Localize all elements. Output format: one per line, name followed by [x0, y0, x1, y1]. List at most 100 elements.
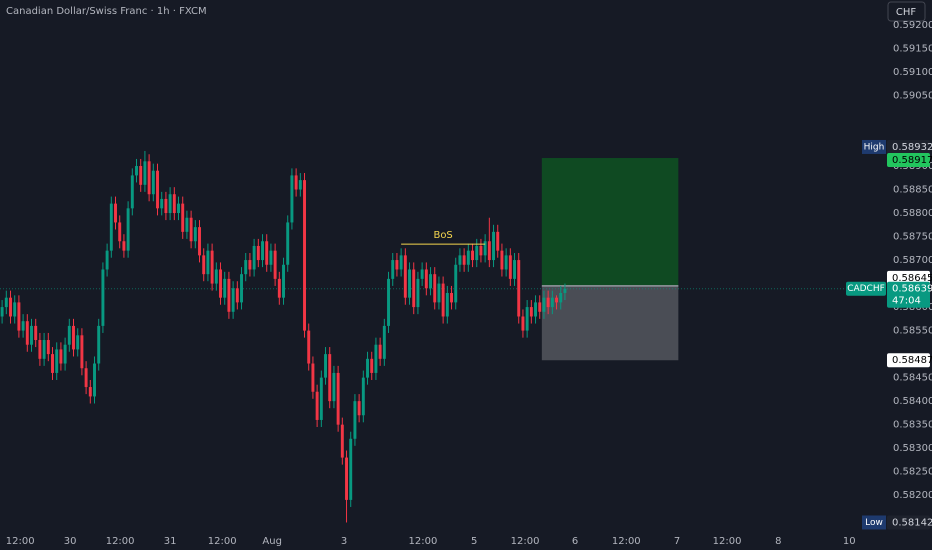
x-tick-label: 7: [674, 536, 680, 547]
candle-body: [147, 161, 151, 195]
target-zone: [541, 158, 679, 286]
candle-body: [206, 250, 210, 275]
candle-body: [168, 194, 172, 214]
countdown-label: 47:04: [892, 296, 921, 307]
candle-body: [424, 269, 428, 289]
x-tick-label: 12:00: [106, 536, 135, 547]
x-tick-label: 12:00: [511, 536, 540, 547]
candle-body: [433, 274, 437, 303]
candle-body: [0, 307, 4, 317]
low-tag: [862, 515, 886, 530]
candle-body: [382, 325, 386, 359]
candle-body: [46, 340, 50, 355]
y-tick-label: 0.59100: [893, 67, 932, 78]
candle-body: [72, 325, 75, 350]
entry-badge: [887, 270, 930, 285]
candle-body: [458, 255, 462, 265]
candle-body: [466, 250, 470, 265]
candle-body: [126, 208, 130, 251]
chart-title: Canadian Dollar/Swiss Franc · 1h · FXCM: [6, 6, 207, 17]
y-tick-label: 0.58850: [893, 185, 932, 196]
candle-body: [391, 260, 395, 279]
x-tick-label: 30: [64, 536, 77, 547]
candle-body: [462, 255, 466, 265]
candle-body: [353, 401, 357, 439]
candle-body: [235, 288, 239, 303]
y-tick-label: 0.58800: [893, 208, 932, 219]
candle-body: [550, 297, 554, 308]
x-tick-label: 8: [775, 536, 781, 547]
candle-body: [345, 457, 348, 500]
candle-body: [328, 354, 332, 402]
candle-body: [13, 302, 17, 317]
candle-body: [324, 354, 327, 378]
candle-body: [193, 227, 197, 242]
candle-body: [336, 372, 340, 425]
candle-body: [319, 377, 323, 420]
candle-body: [9, 297, 12, 317]
last-price-badge: [887, 281, 930, 308]
candle-body: [25, 321, 29, 345]
y-tick-label: 0.58250: [893, 467, 932, 478]
candle-body: [408, 269, 411, 298]
candle-body: [349, 438, 353, 500]
candle-body: [445, 292, 449, 317]
candle-body: [156, 170, 159, 209]
high-badge: [887, 139, 930, 154]
low-tag-label: Low: [865, 518, 883, 528]
currency-label[interactable]: CHF: [896, 7, 917, 18]
candle-body: [51, 354, 54, 373]
currency-button[interactable]: [887, 1, 926, 22]
candle-body: [63, 344, 67, 364]
candle-body: [109, 203, 113, 251]
candle-body: [151, 170, 155, 195]
candle-body: [265, 241, 269, 265]
candle-body: [55, 349, 59, 373]
candle-body: [244, 260, 248, 275]
candle-body: [399, 255, 403, 270]
candle-body: [307, 330, 311, 364]
candle-body: [76, 335, 80, 350]
candle-body: [546, 297, 550, 308]
candle-body: [534, 302, 538, 317]
candle-body: [130, 175, 134, 209]
candle-body: [38, 340, 42, 359]
candle-body: [416, 278, 420, 308]
target-badge: [887, 153, 930, 168]
candle-body: [114, 203, 117, 223]
candle-body: [172, 194, 176, 214]
symbol-tag-label: CADCHF: [847, 284, 885, 294]
x-tick-label: 5: [471, 536, 477, 547]
y-tick-label: 0.59200: [893, 20, 932, 31]
candle-body: [273, 250, 277, 279]
y-tick-label: 0.58550: [893, 326, 932, 337]
candle-body: [525, 307, 529, 331]
x-tick-label: 12:00: [208, 536, 237, 547]
y-tick-label: 0.59150: [893, 43, 932, 54]
candle-body: [450, 292, 454, 303]
low-badge: [887, 515, 930, 530]
candle-body: [370, 358, 374, 373]
candle-body: [475, 245, 479, 261]
candle-body: [214, 269, 218, 284]
y-tick-label: 0.58450: [893, 373, 932, 384]
candle-body: [542, 297, 546, 312]
candle-body: [513, 260, 517, 279]
x-tick-label: 12:00: [6, 536, 35, 547]
candle-body: [357, 401, 361, 416]
candle-body: [227, 278, 231, 312]
y-tick-label: 0.59050: [893, 90, 932, 101]
candle-body: [366, 358, 369, 378]
candle-body: [252, 245, 256, 270]
candle-body: [282, 264, 285, 298]
candle-body: [88, 387, 92, 397]
candle-body: [332, 372, 336, 402]
entry-badge-label: 0.58645: [892, 273, 932, 284]
x-tick-label: 12:00: [409, 536, 438, 547]
x-tick-label: 31: [164, 536, 177, 547]
low-badge-label: 0.58142: [892, 517, 932, 528]
candle-body: [261, 241, 264, 261]
last-price-label: 0.58639: [892, 284, 932, 295]
x-tick-label: Aug: [262, 536, 282, 547]
